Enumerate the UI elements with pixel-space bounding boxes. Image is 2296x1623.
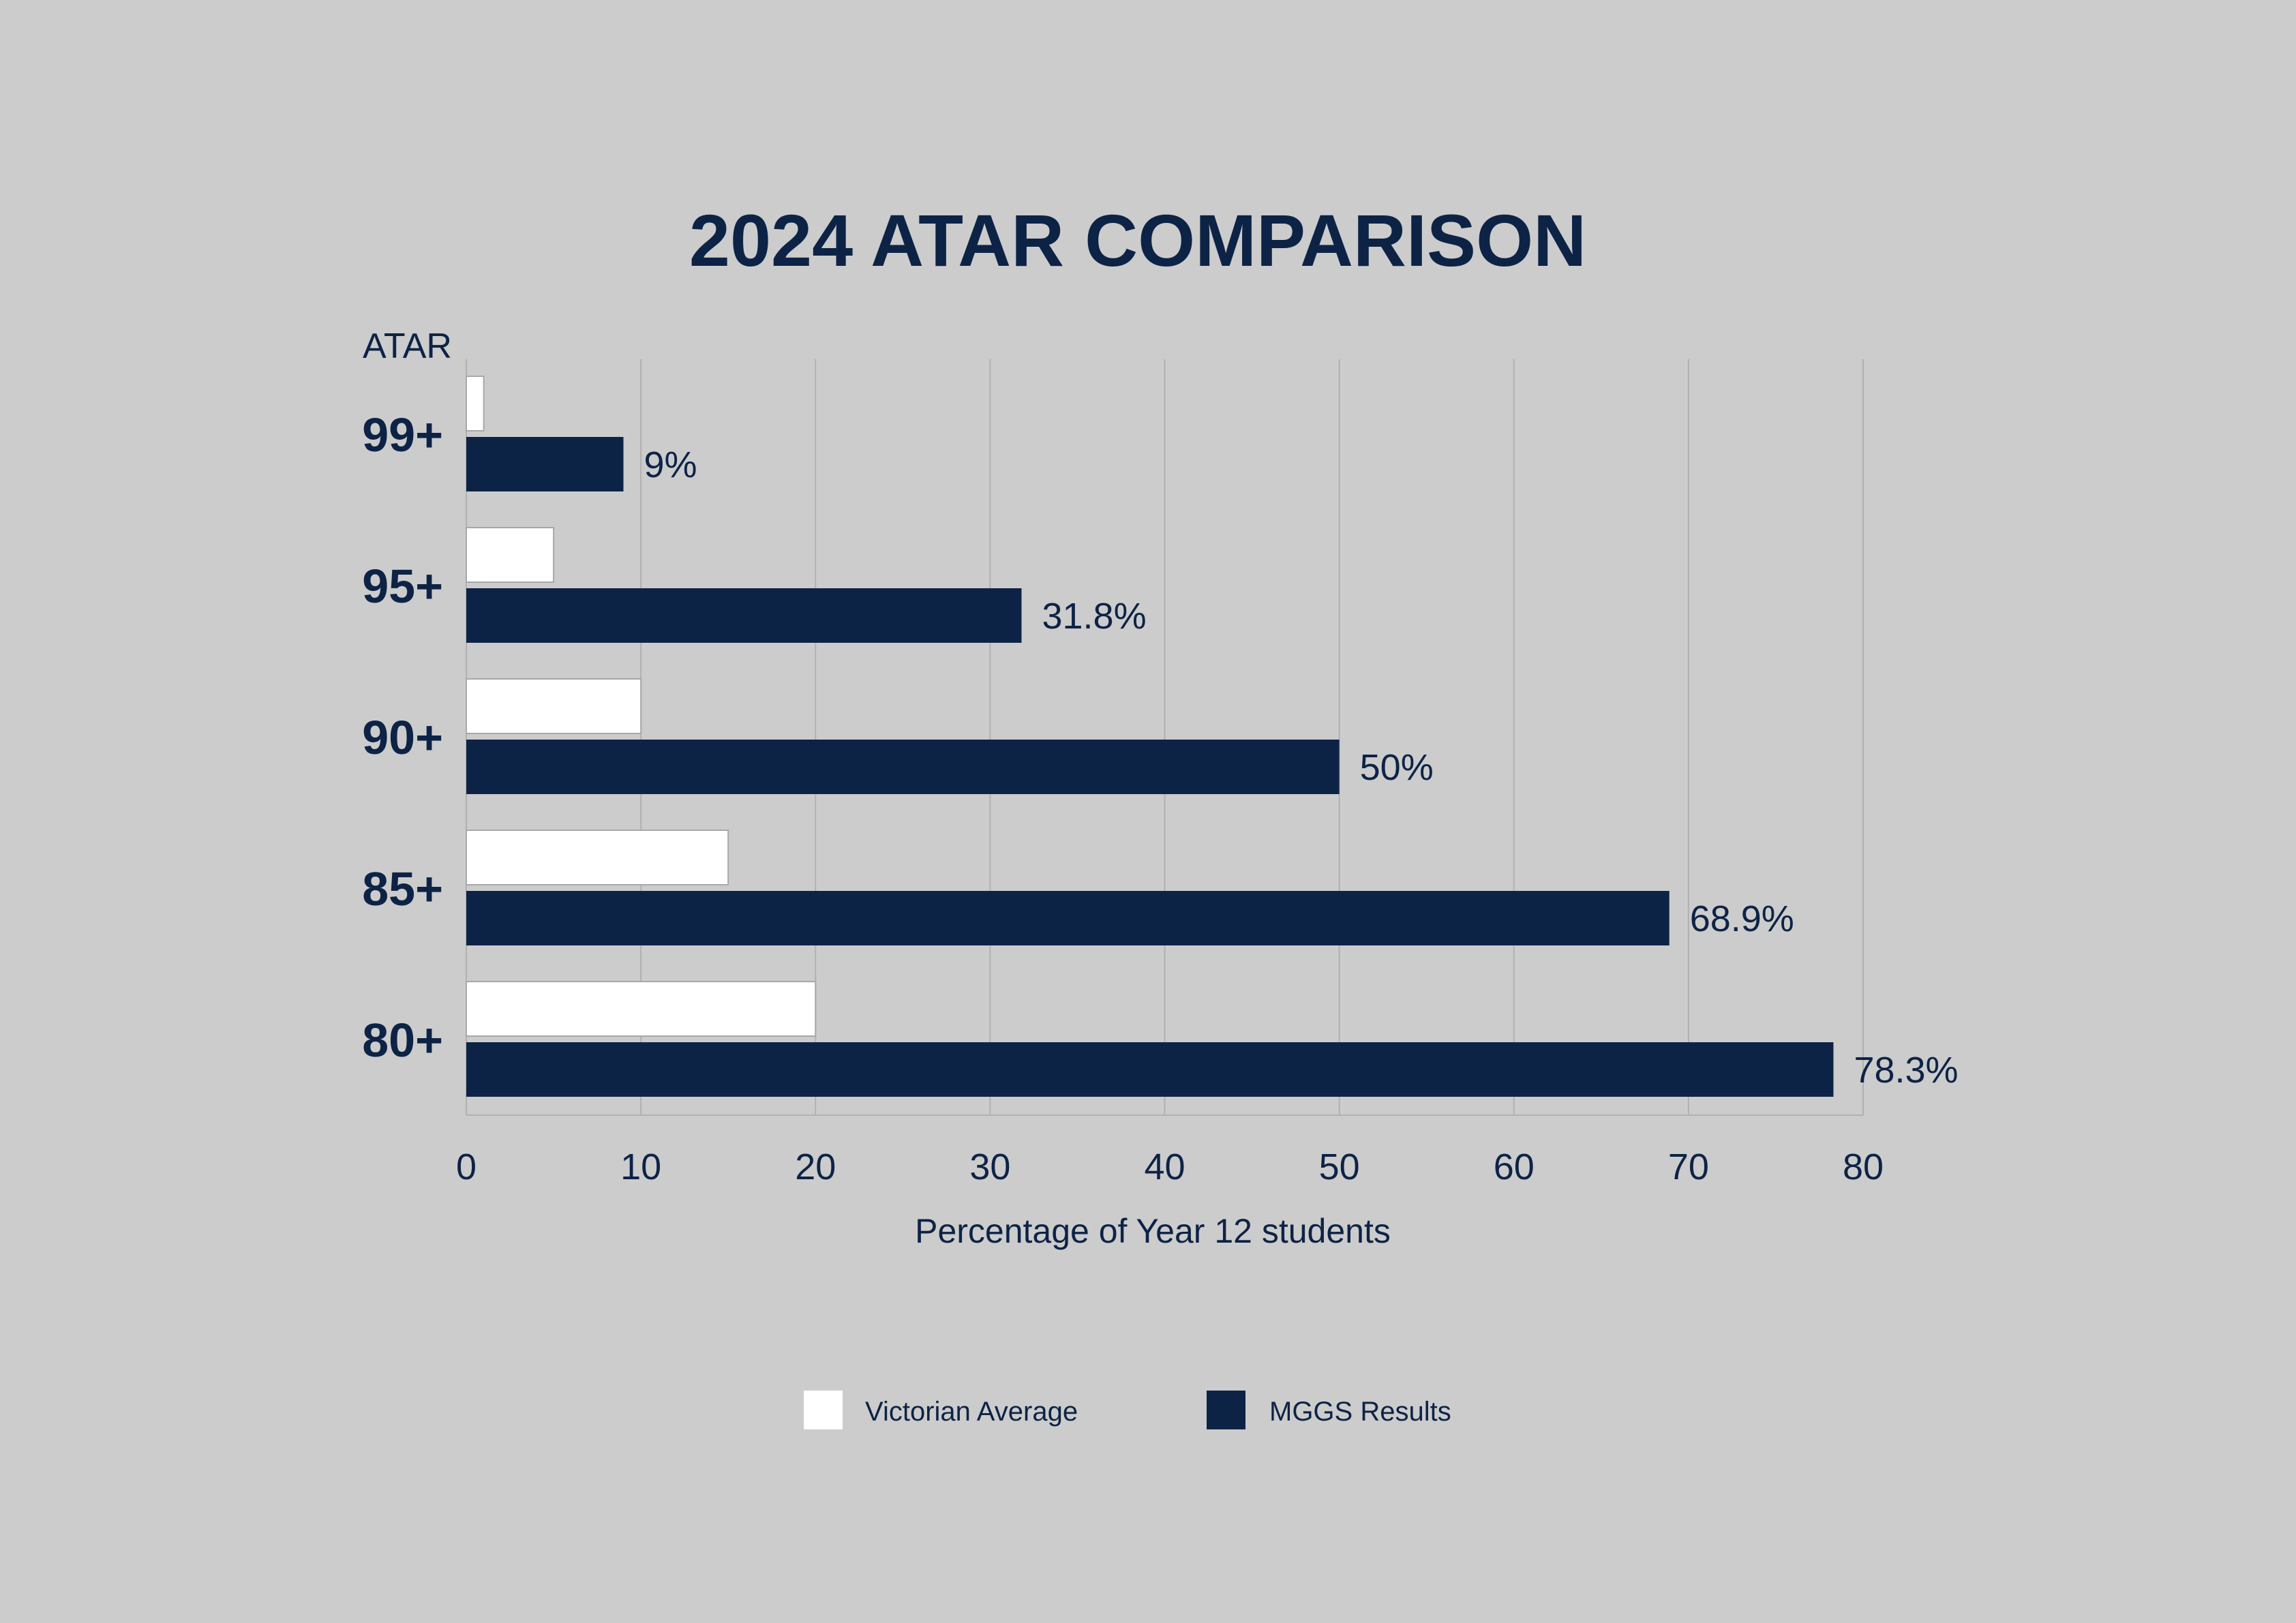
data-label-99plus: 9% xyxy=(644,444,697,485)
category-label-99plus: 99+ xyxy=(362,408,443,461)
x-tick-label-60: 60 xyxy=(1494,1147,1535,1187)
x-axis-title: Percentage of Year 12 students xyxy=(915,1212,1391,1250)
x-axis-ticks: 0 10 20 30 40 50 60 70 80 xyxy=(456,1147,1884,1187)
y-axis-title: ATAR xyxy=(363,327,452,366)
x-tick-label-80: 80 xyxy=(1843,1147,1884,1187)
grid-lines xyxy=(466,359,1864,1116)
bar-victorian-average-85plus xyxy=(466,830,729,885)
x-tick-label-50: 50 xyxy=(1319,1147,1360,1187)
legend-swatch-mggs-results xyxy=(1207,1391,1245,1429)
bar-mggs-results-85plus xyxy=(466,891,1670,945)
bar-mggs-results-90plus xyxy=(466,740,1340,794)
bar-victorian-average-90plus xyxy=(466,678,642,734)
data-label-85plus: 68.9% xyxy=(1690,898,1794,939)
legend-label-victorian-average: Victorian Average xyxy=(865,1397,1078,1427)
x-tick-label-30: 30 xyxy=(969,1147,1010,1187)
bar-mggs-results-99plus xyxy=(466,437,624,491)
x-tick-label-10: 10 xyxy=(620,1147,661,1187)
bar-mggs-results-95plus xyxy=(466,588,1022,643)
category-label-95plus: 95+ xyxy=(362,560,443,613)
category-label-80plus: 80+ xyxy=(362,1014,443,1067)
data-label-80plus: 78.3% xyxy=(1854,1050,1958,1091)
data-labels: 9% 31.8% 50% 68.9% 78.3% xyxy=(644,444,1959,1091)
bar-victorian-average-99plus xyxy=(466,376,485,431)
data-label-90plus: 50% xyxy=(1360,747,1434,788)
x-tick-label-40: 40 xyxy=(1144,1147,1185,1187)
x-tick-label-20: 20 xyxy=(795,1147,836,1187)
legend-label-mggs-results: MGGS Results xyxy=(1269,1397,1451,1427)
legend: Victorian Average MGGS Results xyxy=(804,1391,1451,1429)
bar-victorian-average-80plus xyxy=(466,981,817,1037)
data-label-95plus: 31.8% xyxy=(1042,596,1146,637)
category-label-90plus: 90+ xyxy=(362,711,443,764)
bar-victorian-average-95plus xyxy=(466,527,555,583)
chart-title: 2024 ATAR COMPARISON xyxy=(689,199,1586,282)
category-label-85plus: 85+ xyxy=(362,862,443,915)
x-tick-label-0: 0 xyxy=(456,1147,477,1187)
legend-swatch-victorian-average xyxy=(804,1391,843,1429)
bars xyxy=(466,376,1834,1097)
bar-mggs-results-80plus xyxy=(466,1042,1834,1097)
x-tick-label-70: 70 xyxy=(1668,1147,1709,1187)
category-labels: 99+ 95+ 90+ 85+ 80+ xyxy=(362,408,443,1067)
